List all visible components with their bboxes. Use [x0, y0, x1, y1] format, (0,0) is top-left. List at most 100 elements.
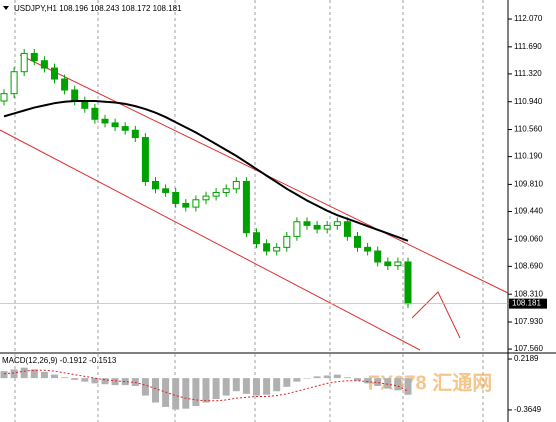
- y-tick-label: 107.560: [514, 344, 543, 353]
- macd-bar: [263, 378, 271, 395]
- candle-body: [394, 261, 402, 267]
- candle-body: [0, 93, 8, 102]
- candle-body: [364, 246, 372, 252]
- candle-body: [192, 199, 200, 208]
- macd-bar: [384, 378, 392, 389]
- last-price-label: 108.181: [512, 299, 541, 308]
- y-tick-label: 107.930: [514, 317, 543, 326]
- candle-body: [162, 188, 170, 193]
- channel-lower: [0, 129, 421, 351]
- macd-bar: [10, 369, 18, 379]
- candle-body: [212, 191, 220, 197]
- macd-bar: [111, 378, 119, 386]
- candle-body: [263, 243, 271, 252]
- macd-bar: [152, 378, 159, 403]
- candle-body: [354, 235, 361, 248]
- candle-body: [242, 180, 250, 234]
- macd-bar: [303, 378, 311, 379]
- macd-bar: [51, 374, 58, 379]
- moving-average: [3, 99, 409, 242]
- last-price-box: [509, 298, 547, 309]
- candle-body: [313, 224, 321, 230]
- macd-bar: [182, 378, 190, 409]
- candle-body: [152, 180, 159, 190]
- macd-bar: [313, 376, 321, 379]
- y-tick-label: 111.320: [514, 69, 542, 78]
- macd-title: MACD(12,26,9) -0.1912 -0.1513: [2, 356, 117, 365]
- macd-bar: [242, 378, 250, 394]
- candle-body: [121, 126, 129, 131]
- macd-bar: [283, 378, 291, 387]
- macd-bar: [323, 375, 331, 379]
- macd-bar: [40, 372, 48, 379]
- candle-body: [404, 261, 412, 305]
- candle-body: [61, 78, 69, 91]
- macd-bar: [81, 378, 89, 382]
- macd-bar: [343, 377, 351, 379]
- y-tick-label: 108.310: [514, 289, 543, 298]
- macd-bar: [61, 377, 69, 379]
- macd-bar: [192, 378, 200, 407]
- candle-body: [10, 71, 18, 95]
- candle-body: [131, 129, 139, 139]
- candle-body: [293, 221, 301, 237]
- candle-body: [141, 137, 149, 182]
- macd-bar: [364, 378, 372, 384]
- macd-bar: [404, 378, 412, 395]
- macd-bar: [293, 378, 301, 382]
- candle-body: [91, 107, 99, 120]
- macd-bar: [30, 369, 38, 379]
- macd-bar: [222, 378, 230, 396]
- macd-bar: [91, 378, 99, 384]
- candle-body: [222, 188, 230, 193]
- candle-body: [111, 122, 119, 128]
- y-tick-label: 0.2189: [514, 354, 539, 363]
- macd-bar: [394, 378, 402, 391]
- y-tick-label: 110.940: [514, 97, 543, 106]
- y-tick-label: 109.440: [514, 207, 543, 216]
- candle-body: [40, 60, 48, 69]
- macd-bar: [374, 378, 382, 386]
- macd-bar: [253, 378, 260, 396]
- candle-body: [81, 100, 89, 109]
- candle-body: [283, 235, 291, 248]
- candle-body: [51, 67, 58, 80]
- candle-body: [384, 261, 392, 267]
- y-tick-label: 110.560: [514, 125, 543, 134]
- macd-bar: [71, 378, 79, 380]
- signal-line: [3, 369, 409, 402]
- candle-body: [172, 191, 180, 204]
- candle-body: [273, 246, 281, 252]
- y-tick-label: 111.690: [514, 42, 542, 51]
- candle-body: [303, 221, 311, 226]
- macd-bar: [20, 367, 28, 379]
- y-tick-label: 109.810: [514, 180, 543, 189]
- candle-body: [182, 202, 190, 208]
- macd-bar: [101, 378, 109, 385]
- macd-bar: [354, 378, 361, 381]
- macd-bar: [202, 378, 210, 403]
- candle-body: [323, 224, 331, 230]
- candle-body: [101, 118, 109, 124]
- macd-bar: [333, 374, 341, 379]
- y-tick-label: -0.3649: [514, 405, 542, 414]
- candle-body: [253, 232, 260, 245]
- y-tick-label: 108.690: [514, 261, 543, 270]
- macd-bar: [273, 378, 281, 392]
- y-tick-label: 112.070: [514, 14, 543, 23]
- chart-title: USDJPY,H1 108.196 108.243 108.172 108.18…: [14, 4, 182, 13]
- macd-bar: [141, 378, 149, 396]
- candle-body: [202, 195, 210, 201]
- macd-bar: [121, 378, 129, 386]
- macd-bar: [0, 371, 8, 379]
- y-tick-label: 110.190: [514, 152, 543, 161]
- candle-body: [333, 221, 341, 226]
- candle-body: [71, 89, 79, 102]
- forecast-arrow: [411, 291, 461, 339]
- macd-bar: [212, 378, 220, 400]
- candle-body: [30, 52, 38, 62]
- y-tick-label: 109.060: [514, 234, 543, 243]
- candle-body: [374, 250, 382, 263]
